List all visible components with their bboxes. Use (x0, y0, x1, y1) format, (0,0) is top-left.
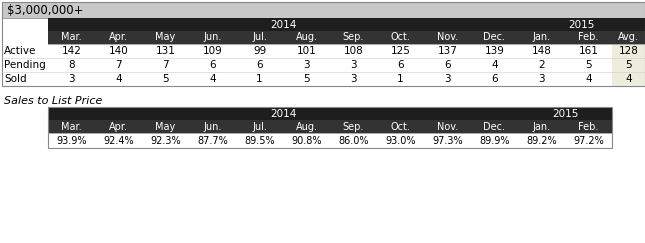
Text: 90.8%: 90.8% (292, 136, 322, 146)
Text: 3: 3 (303, 60, 310, 70)
Text: 87.7%: 87.7% (197, 136, 228, 146)
Text: Apr.: Apr. (109, 122, 128, 131)
Text: Active: Active (4, 46, 36, 56)
Text: 89.9%: 89.9% (479, 136, 510, 146)
Text: 4: 4 (585, 74, 592, 84)
Text: 6: 6 (491, 74, 498, 84)
Text: Sold: Sold (4, 74, 26, 84)
Text: 142: 142 (61, 46, 81, 56)
Text: 125: 125 (391, 46, 410, 56)
Text: 7: 7 (162, 60, 169, 70)
Text: $3,000,000+: $3,000,000+ (7, 3, 83, 17)
Text: Avg.: Avg. (618, 33, 639, 43)
Text: 137: 137 (437, 46, 457, 56)
Text: 92.4%: 92.4% (103, 136, 134, 146)
Text: Feb.: Feb. (579, 33, 599, 43)
Text: 3: 3 (538, 74, 545, 84)
Text: 89.2%: 89.2% (526, 136, 557, 146)
Text: Sep.: Sep. (342, 33, 364, 43)
Text: 131: 131 (155, 46, 175, 56)
Text: 7: 7 (115, 60, 122, 70)
Text: Jan.: Jan. (532, 122, 551, 131)
Text: 3: 3 (444, 74, 451, 84)
Text: 6: 6 (256, 60, 263, 70)
Text: 101: 101 (297, 46, 317, 56)
Text: 1: 1 (397, 74, 404, 84)
Text: Jul.: Jul. (252, 122, 267, 131)
Text: 2014: 2014 (270, 19, 296, 29)
Text: 5: 5 (585, 60, 592, 70)
Text: 5: 5 (162, 74, 169, 84)
Bar (2, 72, 612, 86)
Text: Jun.: Jun. (203, 122, 222, 131)
Text: 93.9%: 93.9% (56, 136, 86, 146)
Text: 4: 4 (491, 60, 498, 70)
Bar (48, 133, 612, 148)
Text: 161: 161 (579, 46, 599, 56)
Text: 109: 109 (203, 46, 223, 56)
Text: Oct.: Oct. (391, 122, 410, 131)
Text: Sep.: Sep. (342, 122, 364, 131)
Text: 99: 99 (253, 46, 266, 56)
Text: 4: 4 (209, 74, 216, 84)
Text: Aug.: Aug. (295, 33, 317, 43)
Text: Aug.: Aug. (295, 122, 317, 131)
Text: Pending: Pending (4, 60, 46, 70)
Text: 97.2%: 97.2% (573, 136, 604, 146)
Text: Mar.: Mar. (61, 33, 82, 43)
Text: May: May (155, 33, 175, 43)
Text: 6: 6 (209, 60, 216, 70)
Text: 92.3%: 92.3% (150, 136, 181, 146)
Bar (48, 31, 645, 44)
Bar (612, 58, 645, 72)
Bar (2, 44, 612, 58)
Text: Dec.: Dec. (484, 122, 506, 131)
Text: Nov.: Nov. (437, 33, 458, 43)
Text: Jan.: Jan. (532, 33, 551, 43)
Text: May: May (155, 122, 175, 131)
Text: 4: 4 (625, 74, 632, 84)
Text: 3: 3 (68, 74, 75, 84)
Text: 108: 108 (344, 46, 363, 56)
Text: 5: 5 (303, 74, 310, 84)
Text: 2015: 2015 (568, 19, 595, 29)
Text: 3: 3 (350, 60, 357, 70)
Bar (2, 2, 645, 86)
Text: 128: 128 (619, 46, 639, 56)
Bar (612, 44, 645, 58)
Text: 148: 148 (531, 46, 551, 56)
Text: 8: 8 (68, 60, 75, 70)
Text: Nov.: Nov. (437, 122, 458, 131)
Text: 3: 3 (350, 74, 357, 84)
Text: 89.5%: 89.5% (244, 136, 275, 146)
Bar (48, 18, 645, 31)
Text: 140: 140 (108, 46, 128, 56)
Text: 139: 139 (484, 46, 504, 56)
Text: Oct.: Oct. (391, 33, 410, 43)
Text: 6: 6 (397, 60, 404, 70)
Bar (2, 58, 612, 72)
Text: Jun.: Jun. (203, 33, 222, 43)
Bar (2, 2, 645, 18)
Bar (612, 72, 645, 86)
Text: 93.0%: 93.0% (385, 136, 416, 146)
Text: Feb.: Feb. (579, 122, 599, 131)
Bar (48, 120, 612, 133)
Text: Sales to List Price: Sales to List Price (4, 95, 103, 105)
Text: Apr.: Apr. (109, 33, 128, 43)
Text: 1: 1 (256, 74, 263, 84)
Text: 5: 5 (625, 60, 632, 70)
Bar (48, 107, 612, 120)
Text: 86.0%: 86.0% (338, 136, 369, 146)
Text: 2015: 2015 (552, 109, 578, 119)
Text: 2: 2 (538, 60, 545, 70)
Text: 2014: 2014 (270, 109, 296, 119)
Text: Mar.: Mar. (61, 122, 82, 131)
Text: 97.3%: 97.3% (432, 136, 463, 146)
Text: 6: 6 (444, 60, 451, 70)
Text: Dec.: Dec. (484, 33, 506, 43)
Text: Jul.: Jul. (252, 33, 267, 43)
Bar (48, 107, 612, 148)
Text: 4: 4 (115, 74, 122, 84)
